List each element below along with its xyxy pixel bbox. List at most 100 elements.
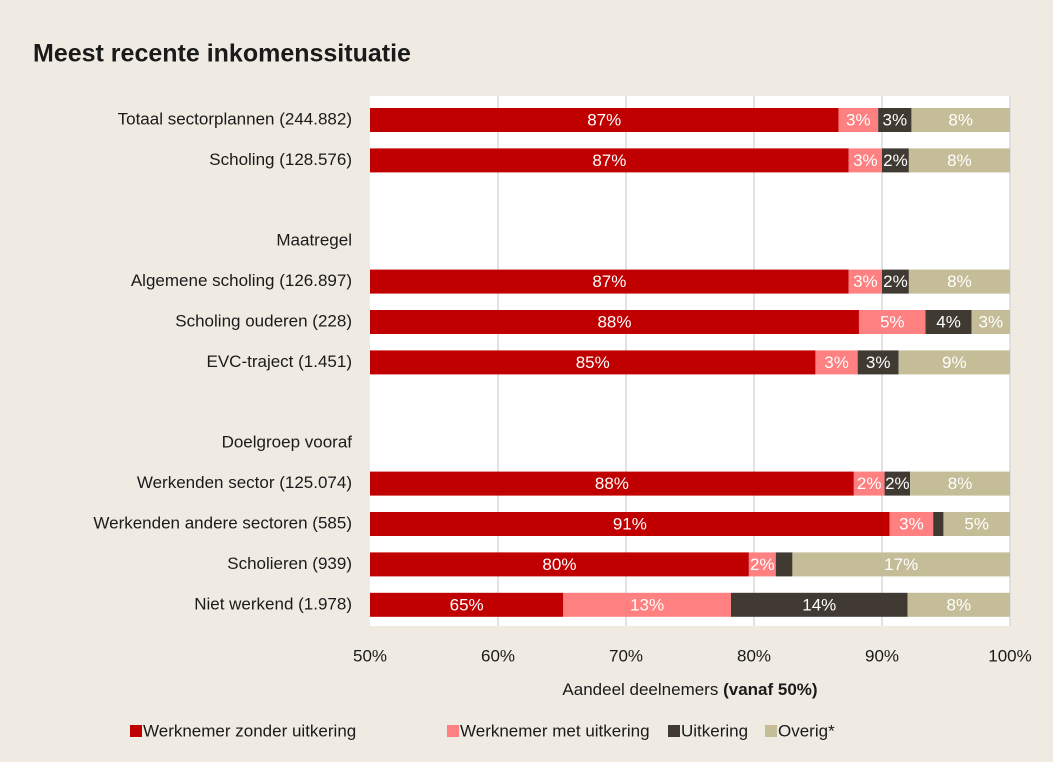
bar-segment xyxy=(370,108,839,132)
value-label: 5% xyxy=(964,514,989,533)
value-label: 87% xyxy=(592,151,626,170)
value-label: 87% xyxy=(587,110,621,129)
y-tick-label: Werkenden sector (125.074) xyxy=(137,473,352,492)
x-axis-label-text: Aandeel deelnemers xyxy=(562,680,718,699)
y-tick-label: EVC-traject (1.451) xyxy=(207,352,353,371)
y-tick-label: Totaal sectorplannen (244.882) xyxy=(118,109,352,128)
bar-segment xyxy=(911,108,1010,132)
value-label: 8% xyxy=(947,272,972,291)
value-label: 8% xyxy=(948,110,973,129)
bar-segment xyxy=(748,552,776,577)
y-tick-label: Algemene scholing (126.897) xyxy=(131,271,352,290)
y-tick-label: Doelgroep vooraf xyxy=(222,433,353,452)
value-label: 2% xyxy=(857,474,882,493)
value-label: 3% xyxy=(853,151,878,170)
value-label: 91% xyxy=(613,514,647,533)
value-label: 80% xyxy=(542,555,576,574)
value-label: 65% xyxy=(450,595,484,614)
value-label: 2% xyxy=(750,555,775,574)
x-tick-label: 80% xyxy=(737,646,771,665)
bar-segment xyxy=(857,350,899,375)
bar-segment xyxy=(853,471,885,496)
bar-segment xyxy=(370,512,890,536)
value-label: 3% xyxy=(899,514,924,533)
value-label: 87% xyxy=(592,272,626,291)
bar-segment xyxy=(889,512,934,536)
legend-label: Overig* xyxy=(778,721,835,740)
legend-label: Werknemer zonder uitkering xyxy=(143,721,356,740)
bar-segment xyxy=(878,108,912,132)
bar-segment xyxy=(838,108,879,132)
bar-segment xyxy=(848,269,882,294)
value-label: 3% xyxy=(866,353,891,372)
legend-swatch xyxy=(765,725,777,737)
value-label: 2% xyxy=(883,272,908,291)
value-label: 5% xyxy=(880,312,905,331)
bar-segment xyxy=(858,310,926,334)
bar-segment xyxy=(370,471,854,496)
bar-segment xyxy=(882,269,909,294)
y-tick-label: Scholing (128.576) xyxy=(209,150,352,169)
bar-segment xyxy=(898,350,1010,375)
bar-segment xyxy=(775,552,793,577)
y-tick-label: Scholing ouderen (228) xyxy=(175,311,352,330)
bar-segment xyxy=(848,148,882,173)
bar-segment xyxy=(370,592,564,617)
value-label: 4% xyxy=(936,312,961,331)
value-label: 14% xyxy=(802,595,836,614)
value-label: 2% xyxy=(883,151,908,170)
y-tick-label: Niet werkend (1.978) xyxy=(194,594,352,613)
y-tick-label: Werkenden andere sectoren (585) xyxy=(93,513,352,532)
bar-segment xyxy=(925,310,972,334)
value-label: 17% xyxy=(884,555,918,574)
bar-segment xyxy=(884,471,911,496)
bar-segment xyxy=(882,148,909,173)
bar-segment xyxy=(370,310,859,334)
legend-label: Uitkering xyxy=(681,721,748,740)
value-label: 8% xyxy=(947,151,972,170)
value-label: 85% xyxy=(576,353,610,372)
chart-title: Meest recente inkomenssituatie xyxy=(33,40,411,68)
x-tick-label: 60% xyxy=(481,646,515,665)
bar-segment xyxy=(943,512,1010,536)
legend-swatch xyxy=(130,725,142,737)
bar-segment xyxy=(370,350,816,375)
bar-segment xyxy=(792,552,1010,577)
bar-segment xyxy=(907,592,1010,617)
bar-segment xyxy=(971,310,1010,334)
legend-swatch xyxy=(447,725,459,737)
legend-label: Werknemer met uitkering xyxy=(460,721,650,740)
x-tick-label: 100% xyxy=(988,646,1031,665)
value-label: 3% xyxy=(979,312,1004,331)
bar-segment xyxy=(908,269,1010,294)
bar-segment xyxy=(730,592,908,617)
y-tick-label: Scholieren (939) xyxy=(227,554,352,573)
value-label: 88% xyxy=(595,474,629,493)
value-label: 9% xyxy=(942,353,967,372)
x-tick-label: 50% xyxy=(353,646,387,665)
value-label: 13% xyxy=(630,595,664,614)
y-tick-label: Maatregel xyxy=(276,231,352,250)
value-label: 8% xyxy=(948,474,973,493)
x-tick-label: 90% xyxy=(865,646,899,665)
x-axis-label-emphasis: (vanaf 50%) xyxy=(723,680,817,699)
legend-swatch xyxy=(668,725,680,737)
x-tick-label: 70% xyxy=(609,646,643,665)
bar-segment xyxy=(370,552,749,577)
value-label: 3% xyxy=(853,272,878,291)
bar-segment xyxy=(908,148,1010,173)
value-label: 3% xyxy=(883,110,908,129)
bar-segment xyxy=(933,512,944,536)
value-label: 2% xyxy=(885,474,910,493)
bar-segment xyxy=(815,350,858,375)
value-label: 3% xyxy=(824,353,849,372)
bar-segment xyxy=(563,592,731,617)
value-label: 3% xyxy=(846,110,871,129)
value-label: 88% xyxy=(597,312,631,331)
x-axis-label: Aandeel deelnemers (vanaf 50%) xyxy=(562,680,817,699)
bar-segment xyxy=(910,471,1010,496)
bar-segment xyxy=(370,148,849,173)
bar-segment xyxy=(370,269,849,294)
value-label: 8% xyxy=(947,595,972,614)
